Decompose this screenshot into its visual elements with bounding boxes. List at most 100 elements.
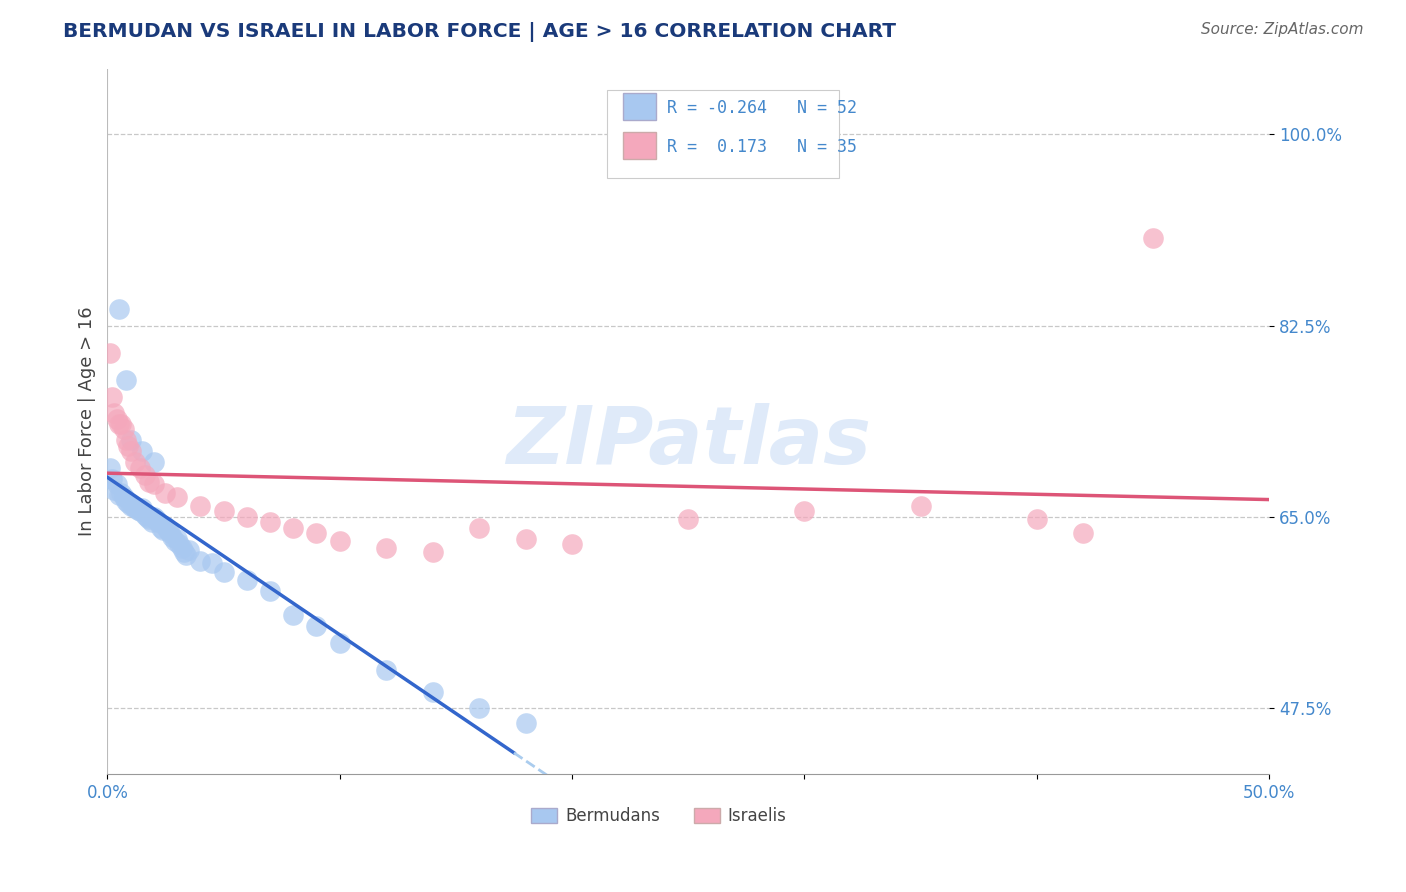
Point [141, 516, 163, 530]
Point [259, 516, 281, 530]
Point [159, 526, 181, 541]
Point [142, 455, 165, 469]
Point [169, 537, 191, 551]
Point [105, 411, 128, 425]
Text: Bermudans: Bermudans [565, 806, 659, 824]
Point [676, 512, 699, 526]
Text: Source: ZipAtlas.com: Source: ZipAtlas.com [1201, 22, 1364, 37]
Point [1142, 231, 1164, 245]
Point [108, 488, 131, 502]
Point [148, 516, 170, 530]
Point [112, 422, 135, 436]
Point [103, 483, 125, 497]
Point [212, 504, 235, 518]
Point [283, 521, 305, 535]
Point [212, 565, 235, 579]
Bar [623, 93, 655, 120]
Point [468, 521, 491, 535]
Point [101, 390, 124, 404]
Point [142, 510, 165, 524]
Point [236, 510, 259, 524]
Point [162, 530, 184, 544]
Point [115, 373, 138, 387]
Point [329, 636, 352, 650]
Text: R =  0.173   N = 35: R = 0.173 N = 35 [668, 137, 858, 156]
Point [305, 619, 328, 633]
Bar [531, 808, 557, 823]
Point [134, 468, 156, 483]
Point [103, 406, 125, 420]
Text: Israelis: Israelis [728, 806, 786, 824]
Point [108, 302, 131, 317]
Point [105, 477, 128, 491]
Point [166, 532, 188, 546]
Point [129, 504, 152, 518]
Point [110, 486, 132, 500]
Point [375, 541, 398, 555]
Point [129, 460, 152, 475]
Point [422, 545, 444, 559]
Point [117, 439, 139, 453]
Point [98, 346, 121, 360]
Point [259, 584, 281, 599]
Point [170, 541, 193, 555]
Point [120, 499, 142, 513]
Point [561, 537, 583, 551]
Point [101, 472, 124, 486]
Bar [695, 808, 720, 823]
Text: R = -0.264   N = 52: R = -0.264 N = 52 [668, 99, 858, 117]
Point [515, 532, 537, 546]
Point [283, 608, 305, 623]
Point [188, 499, 211, 513]
FancyBboxPatch shape [607, 90, 839, 178]
Text: BERMUDAN VS ISRAELI IN LABOR FORCE | AGE > 16 CORRELATION CHART: BERMUDAN VS ISRAELI IN LABOR FORCE | AGE… [63, 22, 896, 42]
Point [142, 477, 165, 491]
Point [145, 512, 167, 526]
Point [201, 556, 224, 570]
Point [1071, 526, 1094, 541]
Point [188, 554, 211, 568]
Point [138, 512, 160, 526]
Point [166, 490, 188, 504]
Point [305, 526, 328, 541]
Point [152, 523, 174, 537]
Point [98, 460, 121, 475]
Point [138, 475, 160, 489]
Point [155, 518, 177, 533]
Point [108, 417, 131, 431]
Point [176, 548, 198, 562]
Point [124, 501, 146, 516]
Point [515, 715, 537, 730]
Point [115, 493, 138, 508]
Point [122, 499, 145, 513]
Point [155, 486, 177, 500]
Point [375, 663, 398, 677]
Point [131, 501, 153, 516]
Point [173, 545, 195, 559]
Point [163, 534, 186, 549]
Point [910, 499, 932, 513]
Point [127, 503, 149, 517]
Point [156, 523, 179, 537]
Point [110, 417, 132, 431]
Point [1025, 512, 1047, 526]
Point [117, 496, 139, 510]
Text: ZIPatlas: ZIPatlas [506, 403, 870, 482]
Bar [623, 132, 655, 159]
Point [422, 685, 444, 699]
Point [112, 490, 135, 504]
Point [149, 521, 172, 535]
Point [177, 542, 200, 557]
Point [468, 701, 491, 715]
Y-axis label: In Labor Force | Age > 16: In Labor Force | Age > 16 [79, 307, 96, 536]
Point [120, 434, 142, 448]
Point [329, 534, 352, 549]
Point [115, 434, 138, 448]
Point [793, 504, 815, 518]
Point [134, 508, 156, 522]
Point [131, 444, 153, 458]
Point [120, 444, 142, 458]
Point [236, 574, 259, 588]
Point [124, 455, 146, 469]
Point [135, 510, 157, 524]
